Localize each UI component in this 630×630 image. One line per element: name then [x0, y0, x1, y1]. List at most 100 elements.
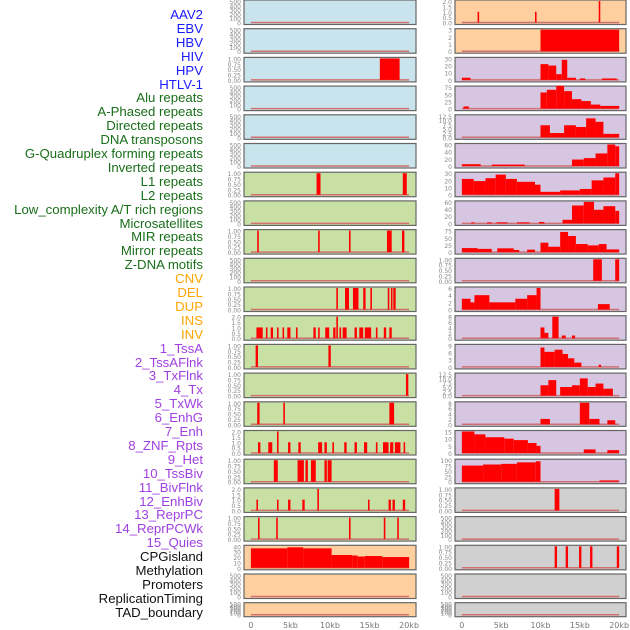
- data-bar: [258, 442, 261, 453]
- y-tick-label: 10: [444, 186, 452, 193]
- data-bar: [612, 133, 620, 138]
- y-tick-label: 0: [448, 193, 452, 200]
- data-bar: [477, 11, 480, 23]
- track-label: HTLV-1: [159, 76, 203, 92]
- data-bar: [591, 180, 604, 195]
- y-tick-label: 20: [444, 157, 452, 164]
- y-tick-label: 100: [230, 217, 242, 224]
- data-bar: [556, 85, 565, 109]
- y-tick-label: 20: [233, 555, 241, 562]
- y-tick-label: 60: [444, 143, 452, 150]
- left-panel: [243, 171, 417, 198]
- y-tick-label: 3: [448, 358, 452, 365]
- y-tick-label: 500: [230, 0, 242, 6]
- y-tick-label: 0: [237, 21, 241, 28]
- data-bar: [324, 442, 327, 453]
- data-bar: [345, 288, 349, 310]
- data-bar: [598, 244, 607, 253]
- y-tick-label: 200: [230, 586, 242, 593]
- data-bar: [548, 380, 557, 396]
- y-tick-label: 1.00: [228, 56, 242, 63]
- data-bar: [382, 557, 410, 568]
- data-bar: [505, 178, 517, 195]
- y-tick-label: 25: [444, 243, 452, 250]
- y-tick-label: 400: [441, 520, 453, 527]
- y-tick-label: 8: [448, 315, 452, 322]
- data-bar: [527, 249, 535, 253]
- track-label: Microsatellites: [119, 215, 203, 231]
- y-tick-label: 0.75: [228, 406, 242, 413]
- track-label: HIV: [181, 48, 203, 64]
- data-bar: [560, 231, 569, 253]
- data-bar: [504, 438, 514, 453]
- y-tick-label: 1.0: [231, 325, 241, 332]
- y-tick-label: 0: [448, 49, 452, 56]
- data-bar: [325, 327, 330, 339]
- y-tick-label: 0.0: [442, 394, 452, 401]
- data-bar: [571, 335, 576, 339]
- y-tick-label: 200: [230, 12, 242, 19]
- data-bar: [383, 442, 389, 453]
- data-bar: [303, 548, 332, 568]
- left-panel: [243, 142, 417, 169]
- track-label: HBV: [175, 34, 203, 50]
- y-tick-label: 60: [444, 200, 452, 207]
- y-tick-label: 0.25: [228, 302, 242, 309]
- y-tick-label: 0: [448, 164, 452, 171]
- y-tick-label: 300: [230, 266, 242, 273]
- y-tick-label: 0: [448, 336, 452, 343]
- data-bar: [256, 327, 263, 339]
- y-tick-label: 300: [441, 524, 453, 531]
- y-tick-label: 1.5: [231, 492, 241, 499]
- y-tick-label: 25: [444, 99, 452, 106]
- data-bar: [496, 222, 508, 224]
- y-tick-label: 500: [230, 602, 242, 609]
- y-tick-label: 10: [233, 560, 241, 567]
- data-bar: [540, 29, 620, 52]
- data-bar: [375, 327, 378, 339]
- y-tick-label: 12.5: [439, 114, 453, 121]
- data-bar: [615, 259, 620, 281]
- track-label: Low_complexity A/T rich regions: [14, 201, 203, 217]
- x-tick-label: 20kb: [399, 621, 419, 630]
- data-bar: [568, 235, 576, 253]
- y-tick-label: 1.5: [442, 4, 452, 11]
- y-tick-label: 0.75: [228, 177, 242, 184]
- data-bar: [589, 418, 600, 425]
- data-bar: [544, 351, 555, 367]
- y-tick-label: 500: [230, 143, 242, 150]
- y-tick-label: 200: [230, 98, 242, 105]
- data-bar: [403, 442, 406, 453]
- y-tick-label: 400: [230, 32, 242, 39]
- track-label: 5_TxWk: [154, 396, 203, 412]
- data-bar: [575, 126, 587, 138]
- y-tick-label: 0.25: [228, 245, 242, 252]
- y-tick-label: 1.00: [228, 401, 242, 408]
- data-bar: [344, 442, 347, 453]
- data-bar: [477, 248, 492, 253]
- data-bar: [364, 327, 372, 339]
- y-tick-label: 0: [237, 135, 241, 142]
- x-tick-label: 0: [459, 621, 464, 630]
- data-bar: [295, 327, 298, 339]
- data-bar: [401, 230, 405, 253]
- data-bar: [616, 546, 620, 568]
- track-label: 6_EnhG: [154, 410, 203, 426]
- data-bar: [311, 460, 316, 482]
- y-tick-label: 2.0: [231, 315, 241, 322]
- data-bar: [327, 460, 332, 482]
- y-tick-label: 0.75: [228, 464, 242, 471]
- y-tick-label: 2.5: [442, 131, 452, 138]
- y-tick-label: 0: [237, 613, 241, 620]
- y-tick-label: 0: [237, 595, 241, 602]
- data-bar: [288, 499, 291, 511]
- y-tick-label: 100: [441, 458, 453, 465]
- data-bar: [562, 354, 569, 367]
- track-label: 14_ReprPCWk: [115, 521, 203, 537]
- left-panel: [243, 372, 417, 399]
- data-bar: [538, 221, 545, 224]
- data-bar: [540, 242, 549, 253]
- y-tick-label: 0: [448, 308, 452, 315]
- data-bar: [483, 464, 502, 482]
- y-tick-label: 7.5: [442, 122, 452, 129]
